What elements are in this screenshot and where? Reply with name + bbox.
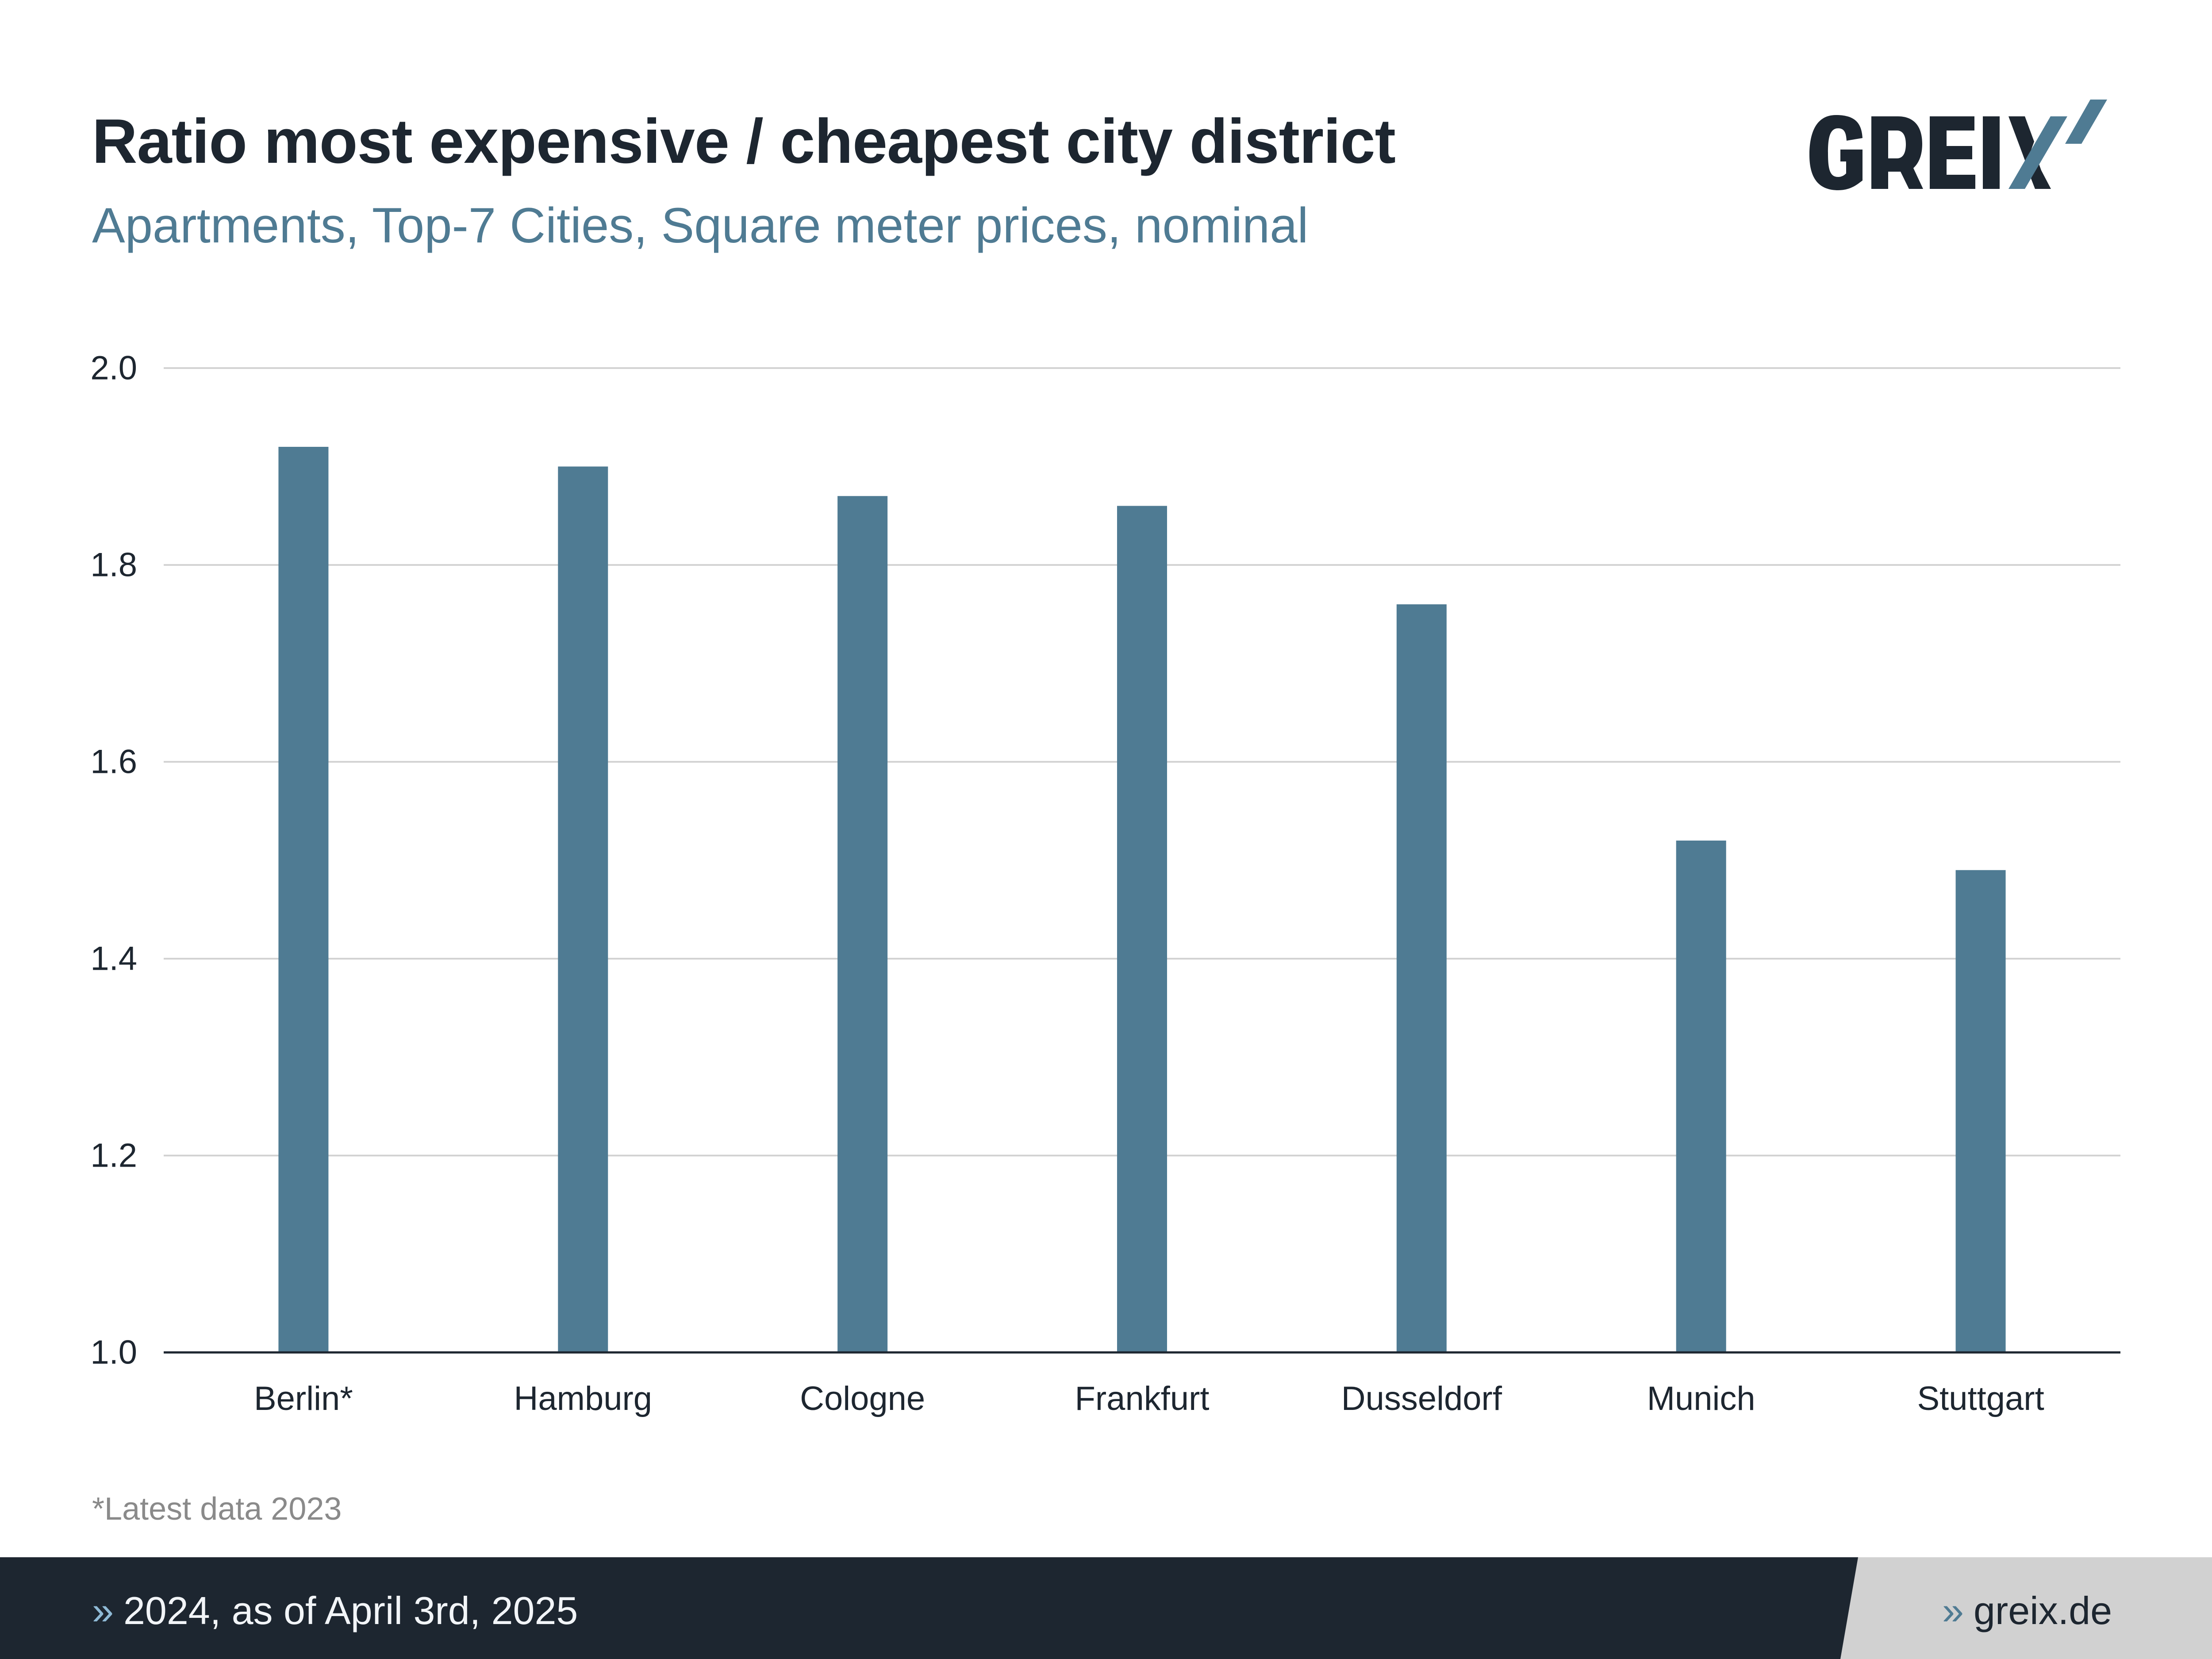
y-tick-label: 1.6	[90, 743, 137, 781]
bar-stuttgart	[1955, 870, 2006, 1352]
x-axis-labels: Berlin* Hamburg Cologne Frankfurt Dusseldorf…	[254, 1380, 2044, 1417]
bar-frankfurt	[1117, 506, 1167, 1352]
footer-date-text: 2024, as of April 3rd, 2025	[123, 1589, 578, 1632]
bars	[278, 447, 2006, 1352]
y-tick-label: 1.8	[90, 546, 137, 584]
x-tick-label: Hamburg	[514, 1380, 652, 1417]
x-tick-label: Munich	[1647, 1380, 1755, 1417]
logo-letter-g	[1809, 115, 1863, 190]
logo-letter-x-accent	[2008, 116, 2067, 189]
logo-letter-e	[1930, 116, 1975, 189]
bar-munich	[1676, 841, 1726, 1352]
footer-light-section	[1840, 1557, 2212, 1659]
bar-cologne	[837, 496, 888, 1352]
greix-logo: GREIX	[1809, 100, 2107, 190]
footer-website-text[interactable]: greix.de	[1973, 1589, 2112, 1632]
y-axis-ticks: 1.0 1.2 1.4 1.6 1.8 2.0	[90, 349, 137, 1371]
footer-date: » 2024, as of April 3rd, 2025	[92, 1588, 578, 1633]
y-tick-label: 2.0	[90, 349, 137, 387]
footer-bar	[0, 1557, 2212, 1659]
y-tick-label: 1.2	[90, 1137, 137, 1175]
footnote: *Latest data 2023	[92, 1491, 342, 1527]
y-tick-label: 1.4	[90, 940, 137, 978]
logo-letter-x-dark-top	[2008, 116, 2034, 164]
x-tick-label: Stuttgart	[1917, 1380, 2044, 1417]
y-tick-label: 1.0	[90, 1334, 137, 1371]
logo-letter-i	[1983, 116, 2000, 189]
bar-hamburg	[558, 466, 608, 1352]
x-tick-label: Cologne	[800, 1380, 925, 1417]
bar-dusseldorf	[1396, 604, 1447, 1352]
chevron-right-icon: »	[92, 1589, 114, 1632]
chart-title: Ratio most expensive / cheapest city dis…	[92, 106, 1396, 177]
x-tick-label: Frankfurt	[1075, 1380, 1209, 1417]
logo-slash-accent	[2065, 100, 2107, 144]
logo-letter-r	[1871, 116, 1923, 189]
chart-subtitle: Apartments, Top-7 Cities, Square meter p…	[92, 198, 1309, 253]
chevron-right-icon: »	[1942, 1589, 1964, 1632]
footer-dark-section	[0, 1557, 2212, 1659]
x-tick-label: Dusseldorf	[1341, 1380, 1502, 1417]
bar-berlin	[278, 447, 329, 1352]
x-tick-label: Berlin*	[254, 1380, 353, 1417]
footer-website-link[interactable]: » greix.de	[1942, 1588, 2112, 1633]
